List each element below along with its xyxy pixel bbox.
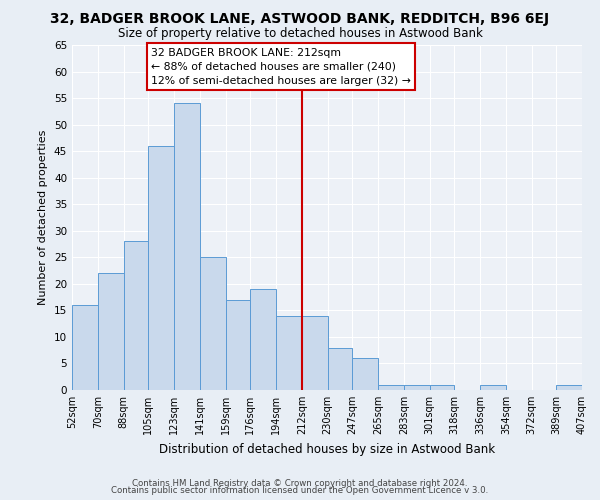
Y-axis label: Number of detached properties: Number of detached properties (38, 130, 49, 305)
Bar (98, 273, 124, 390)
Text: Contains public sector information licensed under the Open Government Licence v : Contains public sector information licen… (112, 486, 488, 495)
Text: Size of property relative to detached houses in Astwood Bank: Size of property relative to detached ho… (118, 28, 482, 40)
Bar (430, 384, 454, 390)
Bar (480, 384, 506, 390)
X-axis label: Distribution of detached houses by size in Astwood Bank: Distribution of detached houses by size … (159, 442, 495, 456)
Bar (556, 384, 582, 390)
Text: Contains HM Land Registry data © Crown copyright and database right 2024.: Contains HM Land Registry data © Crown c… (132, 478, 468, 488)
Bar (174, 104, 200, 390)
Bar (302, 316, 328, 390)
Bar (404, 384, 430, 390)
Bar (226, 300, 250, 390)
Text: 32, BADGER BROOK LANE, ASTWOOD BANK, REDDITCH, B96 6EJ: 32, BADGER BROOK LANE, ASTWOOD BANK, RED… (50, 12, 550, 26)
Bar (378, 384, 404, 390)
Text: 32 BADGER BROOK LANE: 212sqm
← 88% of detached houses are smaller (240)
12% of s: 32 BADGER BROOK LANE: 212sqm ← 88% of de… (151, 48, 411, 86)
Bar (200, 258, 226, 390)
Bar (72, 305, 98, 390)
Bar (276, 316, 302, 390)
Bar (250, 289, 276, 390)
Bar (148, 146, 174, 390)
Bar (328, 348, 352, 390)
Bar (352, 358, 378, 390)
Bar (124, 242, 148, 390)
